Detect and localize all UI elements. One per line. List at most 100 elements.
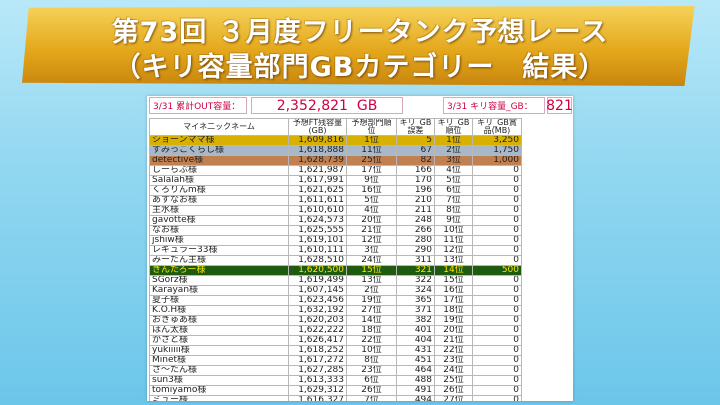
cell-rank-dept: 10位 bbox=[346, 345, 397, 356]
results-table: マイネ二ックネーム 予想FT残容量(GB) 予想部門順位 キリ_GB誤差 キリ_… bbox=[149, 118, 522, 401]
cell-name: レギュラー33様 bbox=[149, 245, 289, 256]
cell-rank-dept: 12位 bbox=[346, 235, 397, 246]
cell-rank-dept: 23位 bbox=[346, 365, 397, 376]
cell-name: 夏子様 bbox=[149, 295, 289, 306]
header-gb-rank: キリ_GB順位 bbox=[434, 118, 473, 136]
cell-gb-diff: 280 bbox=[396, 235, 435, 246]
cell-gb-rank: 22位 bbox=[434, 345, 473, 356]
summary-bar: 3/31 累計OUT容量： 2,352,821 GB 3/31 キリ容量_GB：… bbox=[147, 96, 573, 116]
cell-rank-dept: 14位 bbox=[346, 315, 397, 326]
cell-prize: 0 bbox=[472, 165, 522, 176]
table-row: Minet様 1,617,272 8位 451 23位 0 bbox=[149, 355, 522, 366]
table-row: おきゅあ様 1,620,203 14位 382 19位 0 bbox=[149, 315, 522, 326]
cell-name: jshiw様 bbox=[149, 235, 289, 246]
table-row: jshiw様 1,619,101 12位 280 11位 0 bbox=[149, 235, 522, 246]
cell-gb-diff: 451 bbox=[396, 355, 435, 366]
cell-gb-diff: 382 bbox=[396, 315, 435, 326]
cell-name: あすなお様 bbox=[149, 195, 289, 206]
cell-gb-diff: 371 bbox=[396, 305, 435, 316]
cell-gb-rank: 16位 bbox=[434, 285, 473, 296]
cell-gb-rank: 26位 bbox=[434, 385, 473, 396]
cell-ft: 1,607,145 bbox=[288, 285, 347, 296]
table-row: K.O.H様 1,632,192 27位 371 18位 0 bbox=[149, 305, 522, 316]
cell-rank-dept: 25位 bbox=[346, 155, 397, 166]
cell-gb-rank: 23位 bbox=[434, 355, 473, 366]
cell-gb-rank: 15位 bbox=[434, 275, 473, 286]
cell-prize: 0 bbox=[472, 285, 522, 296]
cell-prize: 0 bbox=[472, 205, 522, 216]
cell-prize: 0 bbox=[472, 175, 522, 186]
cell-rank-dept: 6位 bbox=[346, 375, 397, 386]
cell-gb-rank: 17位 bbox=[434, 295, 473, 306]
cell-rank-dept: 15位 bbox=[346, 265, 397, 276]
header-gb-diff: キリ_GB誤差 bbox=[396, 118, 435, 136]
total-out-number: 2,352,821 bbox=[276, 97, 348, 114]
cell-ft: 1,625,555 bbox=[288, 225, 347, 236]
cell-ft: 1,626,417 bbox=[288, 335, 347, 346]
cell-gb-rank: 24位 bbox=[434, 365, 473, 376]
cell-gb-diff: 311 bbox=[396, 255, 435, 266]
title-line-1: 第73回 ３月度フリータンク予想レース bbox=[111, 17, 609, 48]
cell-rank-dept: 18位 bbox=[346, 325, 397, 336]
cell-rank-dept: 13位 bbox=[346, 275, 397, 286]
cell-prize: 1,750 bbox=[472, 145, 522, 156]
cell-gb-rank: 6位 bbox=[434, 185, 473, 196]
cell-prize: 0 bbox=[472, 185, 522, 196]
cell-gb-diff: 67 bbox=[396, 145, 435, 156]
cell-ft: 1,629,312 bbox=[288, 385, 347, 396]
table-row: あすなお様 1,611,611 5位 210 7位 0 bbox=[149, 195, 522, 206]
cell-gb-rank: 3位 bbox=[434, 155, 473, 166]
cell-ft: 1,621,987 bbox=[288, 165, 347, 176]
cell-prize: 500 bbox=[472, 265, 522, 276]
cell-gb-diff: 404 bbox=[396, 335, 435, 346]
cell-name: K.O.H様 bbox=[149, 305, 289, 316]
kiri-gb-label: 3/31 キリ容量_GB： bbox=[443, 97, 545, 114]
table-row: しーらぷ様 1,621,987 17位 166 4位 0 bbox=[149, 165, 522, 176]
cell-prize: 0 bbox=[472, 255, 522, 266]
cell-prize: 3,250 bbox=[472, 135, 522, 146]
cell-gb-diff: 322 bbox=[396, 275, 435, 286]
table-row: レギュラー33様 1,610,111 3位 290 12位 0 bbox=[149, 245, 522, 256]
cell-rank-dept: 11位 bbox=[346, 145, 397, 156]
cell-name: みーたん主様 bbox=[149, 255, 289, 266]
cell-ft: 1,632,192 bbox=[288, 305, 347, 316]
cell-prize: 0 bbox=[472, 345, 522, 356]
cell-prize: 0 bbox=[472, 275, 522, 286]
cell-gb-rank: 10位 bbox=[434, 225, 473, 236]
cell-name: かさと様 bbox=[149, 335, 289, 346]
table-row: 主水様 1,610,610 4位 211 8位 0 bbox=[149, 205, 522, 216]
cell-gb-rank: 25位 bbox=[434, 375, 473, 386]
header-rank-dept: 予想部門順位 bbox=[346, 118, 397, 136]
table-row: きんたろー様 1,620,500 15位 321 14位 500 bbox=[149, 265, 522, 276]
cell-name: Karayan様 bbox=[149, 285, 289, 296]
cell-name: なお様 bbox=[149, 225, 289, 236]
cell-name: さ～たん様 bbox=[149, 365, 289, 376]
cell-gb-diff: 431 bbox=[396, 345, 435, 356]
cell-ft: 1,616,327 bbox=[288, 395, 347, 401]
cell-prize: 0 bbox=[472, 195, 522, 206]
cell-name: Minet様 bbox=[149, 355, 289, 366]
cell-gb-diff: 494 bbox=[396, 395, 435, 401]
cell-gb-diff: 290 bbox=[396, 245, 435, 256]
cell-ft: 1,622,222 bbox=[288, 325, 347, 336]
cell-name: ミュー様 bbox=[149, 395, 289, 401]
cell-rank-dept: 22位 bbox=[346, 335, 397, 346]
table-row: さ～たん様 1,627,285 23位 464 24位 0 bbox=[149, 365, 522, 376]
cell-rank-dept: 17位 bbox=[346, 165, 397, 176]
cell-prize: 1,000 bbox=[472, 155, 522, 166]
cell-name: detective様 bbox=[149, 155, 289, 166]
cell-rank-dept: 27位 bbox=[346, 305, 397, 316]
table-row: detective様 1,628,739 25位 82 3位 1,000 bbox=[149, 155, 522, 166]
cell-rank-dept: 2位 bbox=[346, 285, 397, 296]
table-row: tomiyamo様 1,629,312 26位 491 26位 0 bbox=[149, 385, 522, 396]
table-row: Karayan様 1,607,145 2位 324 16位 0 bbox=[149, 285, 522, 296]
results-sheet: 3/31 累計OUT容量： 2,352,821 GB 3/31 キリ容量_GB：… bbox=[147, 96, 573, 401]
cell-gb-rank: 13位 bbox=[434, 255, 473, 266]
table-header-row: マイネ二ックネーム 予想FT残容量(GB) 予想部門順位 キリ_GB誤差 キリ_… bbox=[149, 118, 522, 136]
cell-gb-diff: 488 bbox=[396, 375, 435, 386]
cell-prize: 0 bbox=[472, 335, 522, 346]
cell-prize: 0 bbox=[472, 215, 522, 226]
header-name: マイネ二ックネーム bbox=[149, 118, 289, 136]
cell-gb-rank: 12位 bbox=[434, 245, 473, 256]
cell-ft: 1,628,510 bbox=[288, 255, 347, 266]
